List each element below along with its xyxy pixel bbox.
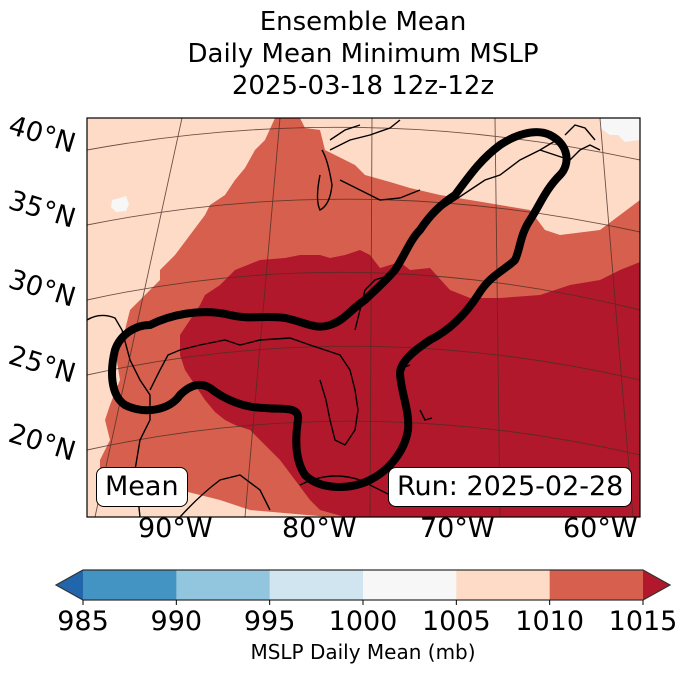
colorbar-tick-label: 1005 bbox=[421, 606, 491, 637]
lon-label-80w: 80°W bbox=[282, 513, 357, 544]
colorbar-tick-label: 990 bbox=[150, 606, 203, 637]
colorbar-segment-990-995 bbox=[176, 570, 271, 600]
map-field bbox=[87, 118, 640, 517]
lon-label-70w: 70°W bbox=[420, 513, 495, 544]
title-line-3: 2025-03-18 12z-12z bbox=[231, 71, 495, 101]
colorbar-label: MSLP Daily Mean (mb) bbox=[250, 640, 476, 664]
colorbar-tick-label: 1010 bbox=[515, 606, 585, 637]
chart-title: Ensemble Mean Daily Mean Minimum MSLP 20… bbox=[0, 6, 688, 102]
colorbar-tick-label: 1015 bbox=[608, 606, 678, 637]
contour-outline bbox=[108, 128, 571, 491]
field-1000-1005-patch-west bbox=[111, 196, 129, 212]
lon-label-90w: 90°W bbox=[138, 513, 213, 544]
colorbar-segment-1005-1010 bbox=[456, 570, 551, 600]
field-1000-1005-patch-ne bbox=[600, 118, 640, 142]
title-line-2: Daily Mean Minimum MSLP bbox=[187, 39, 539, 69]
colorbar-segment-1010-1015 bbox=[549, 570, 644, 600]
colorbar-segment-985-990 bbox=[83, 570, 177, 600]
colorbar-segment-1000-1005 bbox=[363, 570, 457, 600]
colorbar-extend-under bbox=[56, 570, 83, 600]
mean-annotation: Mean bbox=[96, 467, 188, 507]
colorbar-tick-label: 985 bbox=[57, 606, 109, 637]
title-line-1: Ensemble Mean bbox=[259, 7, 467, 37]
colorbar-tick-label: 995 bbox=[243, 606, 296, 637]
map-frame bbox=[86, 117, 641, 518]
run-date-annotation: Run: 2025-02-28 bbox=[388, 467, 633, 507]
lon-label-60w: 60°W bbox=[563, 513, 638, 544]
colorbar-segment-995-1000 bbox=[269, 570, 364, 600]
colorbar bbox=[54, 569, 672, 605]
colorbar-tick-label: 1000 bbox=[328, 606, 398, 637]
colorbar-extend-over bbox=[643, 570, 670, 600]
